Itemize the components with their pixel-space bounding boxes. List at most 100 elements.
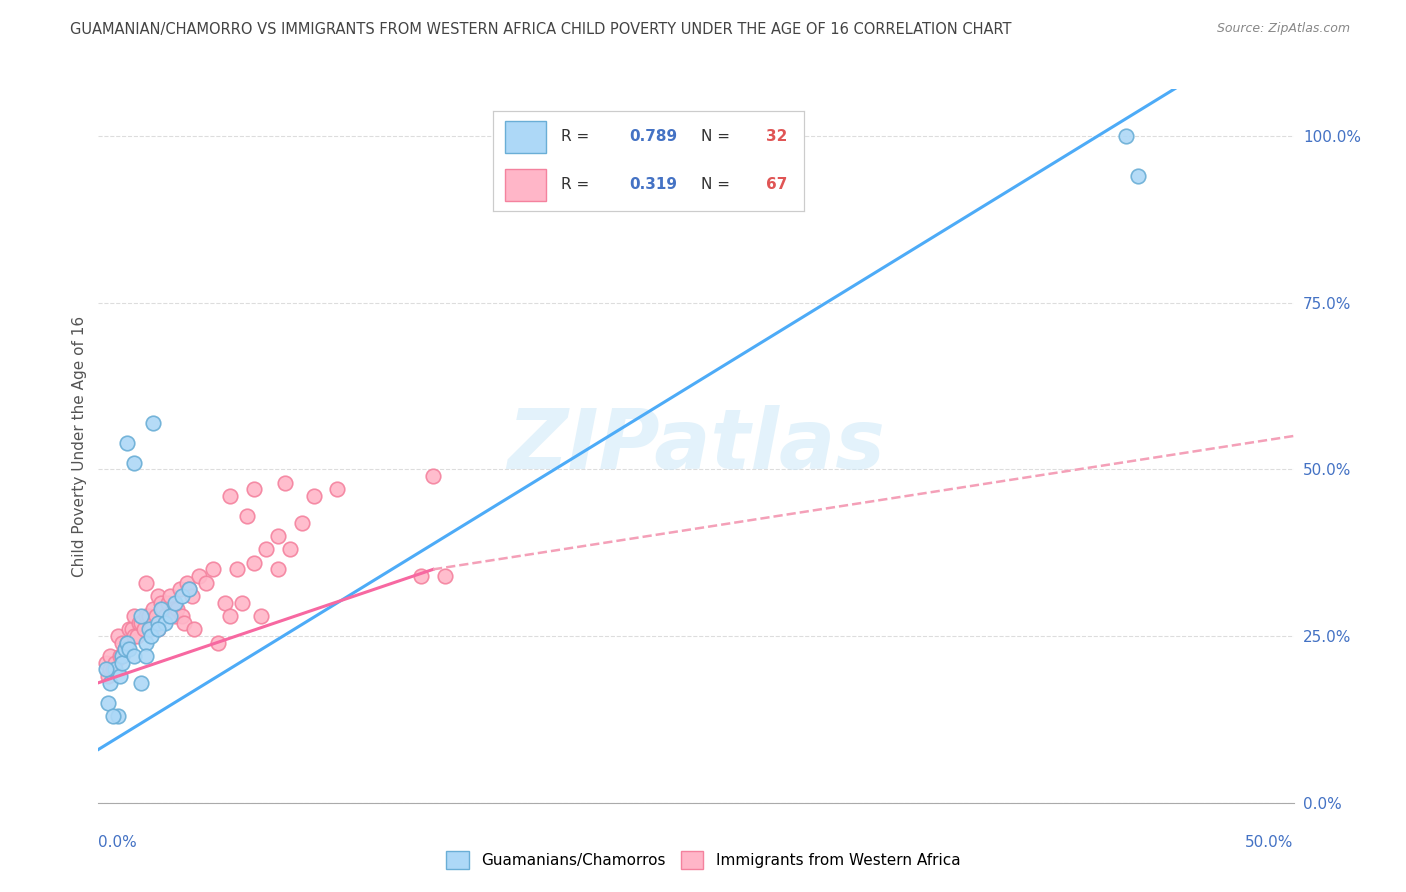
- Point: [411, 569, 433, 583]
- Point: [214, 596, 236, 610]
- Point: [235, 509, 257, 524]
- Point: [97, 696, 120, 710]
- Point: [142, 602, 165, 616]
- Point: [179, 582, 201, 597]
- Point: [124, 456, 146, 470]
- Point: [111, 649, 134, 664]
- Point: [159, 589, 181, 603]
- Point: [114, 642, 136, 657]
- Point: [267, 529, 290, 543]
- Point: [108, 649, 131, 664]
- Point: [101, 709, 124, 723]
- Point: [152, 602, 174, 616]
- Point: [187, 569, 209, 583]
- Point: [124, 609, 146, 624]
- Point: [135, 636, 157, 650]
- Point: [155, 609, 177, 624]
- Text: 50.0%: 50.0%: [1246, 836, 1294, 850]
- Point: [98, 662, 122, 676]
- Point: [107, 629, 129, 643]
- Point: [107, 709, 129, 723]
- Point: [115, 435, 138, 450]
- Point: [139, 623, 162, 637]
- Point: [114, 642, 136, 657]
- Point: [207, 636, 229, 650]
- Point: [138, 623, 160, 637]
- Point: [231, 596, 253, 610]
- Point: [290, 516, 312, 530]
- Point: [104, 656, 127, 670]
- Point: [111, 649, 134, 664]
- Point: [173, 615, 195, 630]
- Point: [124, 629, 146, 643]
- Point: [108, 669, 131, 683]
- Point: [169, 582, 191, 597]
- Text: Source: ZipAtlas.com: Source: ZipAtlas.com: [1216, 22, 1350, 36]
- Point: [98, 649, 122, 664]
- Point: [111, 656, 134, 670]
- Point: [101, 662, 124, 676]
- Point: [97, 669, 120, 683]
- Point: [179, 582, 201, 597]
- Point: [118, 642, 141, 657]
- Point: [98, 675, 122, 690]
- Point: [124, 649, 146, 664]
- Point: [159, 609, 181, 624]
- Point: [254, 542, 277, 557]
- Point: [172, 589, 194, 603]
- Point: [155, 615, 177, 630]
- Point: [183, 623, 205, 637]
- Point: [148, 615, 170, 630]
- Point: [148, 623, 170, 637]
- Point: [194, 575, 217, 590]
- Point: [326, 483, 349, 497]
- Text: ZIPatlas: ZIPatlas: [508, 406, 884, 486]
- Point: [219, 489, 242, 503]
- Y-axis label: Child Poverty Under the Age of 16: Child Poverty Under the Age of 16: [72, 316, 87, 576]
- Point: [104, 662, 127, 676]
- Point: [250, 609, 273, 624]
- Point: [135, 609, 157, 624]
- Point: [1128, 169, 1150, 183]
- Point: [176, 575, 198, 590]
- Point: [166, 602, 188, 616]
- Point: [139, 629, 162, 643]
- Point: [138, 609, 160, 624]
- Point: [142, 416, 165, 430]
- Point: [115, 636, 138, 650]
- Point: [163, 609, 186, 624]
- Text: GUAMANIAN/CHAMORRO VS IMMIGRANTS FROM WESTERN AFRICA CHILD POVERTY UNDER THE AGE: GUAMANIAN/CHAMORRO VS IMMIGRANTS FROM WE…: [70, 22, 1012, 37]
- Point: [131, 675, 153, 690]
- Point: [180, 589, 202, 603]
- Point: [422, 469, 444, 483]
- Point: [125, 629, 148, 643]
- Point: [148, 623, 170, 637]
- Point: [135, 649, 157, 664]
- Point: [267, 562, 290, 576]
- Point: [149, 596, 172, 610]
- Point: [135, 575, 157, 590]
- Point: [148, 589, 170, 603]
- Point: [121, 623, 143, 637]
- Point: [433, 569, 456, 583]
- Point: [156, 596, 179, 610]
- Point: [162, 602, 184, 616]
- Point: [131, 615, 153, 630]
- Legend: Guamanians/Chamorros, Immigrants from Western Africa: Guamanians/Chamorros, Immigrants from We…: [440, 845, 966, 875]
- Point: [128, 615, 150, 630]
- Point: [131, 609, 153, 624]
- Point: [278, 542, 301, 557]
- Point: [94, 656, 117, 670]
- Point: [242, 556, 264, 570]
- Point: [94, 662, 117, 676]
- Point: [163, 596, 186, 610]
- Point: [274, 475, 297, 490]
- Point: [202, 562, 225, 576]
- Point: [118, 623, 141, 637]
- Point: [226, 562, 249, 576]
- Point: [115, 636, 138, 650]
- Point: [111, 636, 134, 650]
- Point: [149, 602, 172, 616]
- Point: [132, 623, 155, 637]
- Point: [145, 609, 167, 624]
